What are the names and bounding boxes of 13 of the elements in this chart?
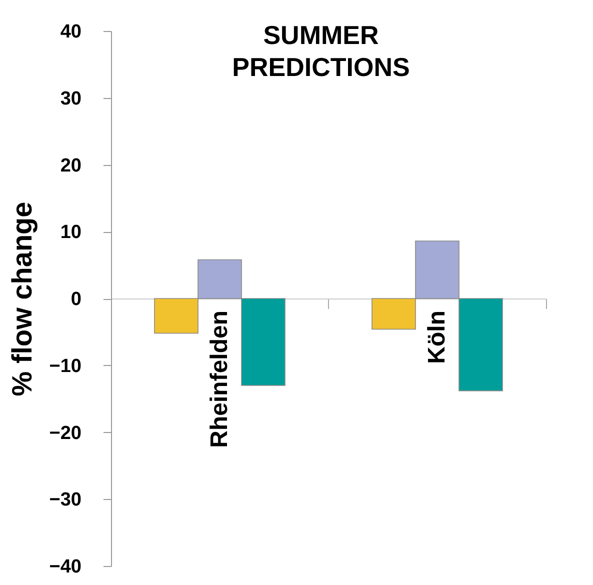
y-axis-title: % flow change	[6, 202, 38, 396]
y-tick-label: −10	[49, 356, 82, 377]
chart-title: SUMMER PREDICTIONS	[232, 20, 410, 82]
y-tick-label: 20	[60, 155, 82, 176]
y-tick-label: −20	[49, 422, 82, 444]
y-tick-label: 30	[60, 88, 82, 110]
y-tick-label: 0	[70, 289, 82, 310]
y-tick-label: 40	[60, 22, 82, 42]
y-tick-label: 10	[60, 222, 82, 244]
x-tick-label: Rheinfelden	[206, 310, 233, 448]
y-tick-label: −40	[49, 556, 82, 578]
x-tick-label: Köln	[423, 310, 450, 364]
y-tick-label: −30	[49, 490, 82, 511]
